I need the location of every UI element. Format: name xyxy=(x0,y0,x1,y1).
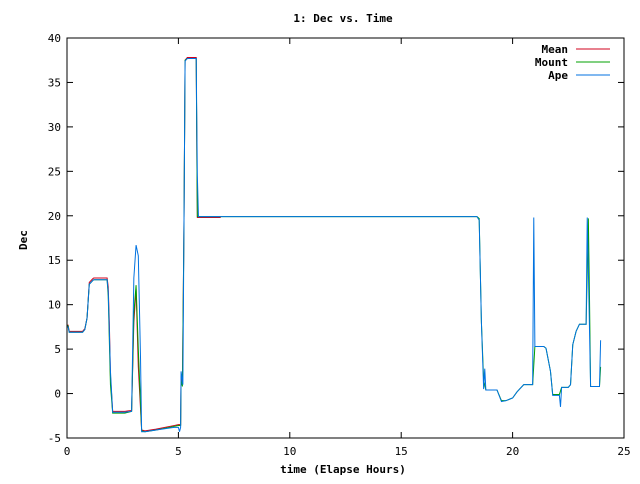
y-tick-label: 35 xyxy=(48,76,61,89)
y-tick-label: 15 xyxy=(48,254,61,267)
y-tick-label: 30 xyxy=(48,121,61,134)
y-tick-label: 0 xyxy=(54,388,61,401)
y-tick-label: 40 xyxy=(48,32,61,45)
legend-label-ape: Ape xyxy=(548,69,568,82)
legend-label-mount: Mount xyxy=(535,56,568,69)
chart-title: 1: Dec vs. Time xyxy=(293,12,393,25)
y-tick-label: 5 xyxy=(54,343,61,356)
x-axis-label: time (Elapse Hours) xyxy=(280,463,406,476)
x-tick-label: 10 xyxy=(283,445,296,458)
plot-layer xyxy=(66,57,602,433)
x-tick-label: 5 xyxy=(175,445,182,458)
y-tick-label: 25 xyxy=(48,165,61,178)
y-tick-label: 10 xyxy=(48,299,61,312)
legend-label-mean: Mean xyxy=(542,43,569,56)
x-tick-label: 0 xyxy=(64,445,71,458)
x-tick-label: 20 xyxy=(506,445,519,458)
plot-frame xyxy=(66,37,625,439)
x-axis: 0 5 10 15 20 25 xyxy=(64,38,631,458)
y-axis-label: Dec xyxy=(17,230,30,250)
y-axis: -5 0 5 10 15 20 25 30 35 40 xyxy=(48,32,624,445)
y-tick-label: 20 xyxy=(48,210,61,223)
x-tick-label: 25 xyxy=(617,445,630,458)
x-tick-label: 15 xyxy=(395,445,408,458)
series-line-ape xyxy=(66,57,602,433)
y-tick-label: -5 xyxy=(48,432,61,445)
